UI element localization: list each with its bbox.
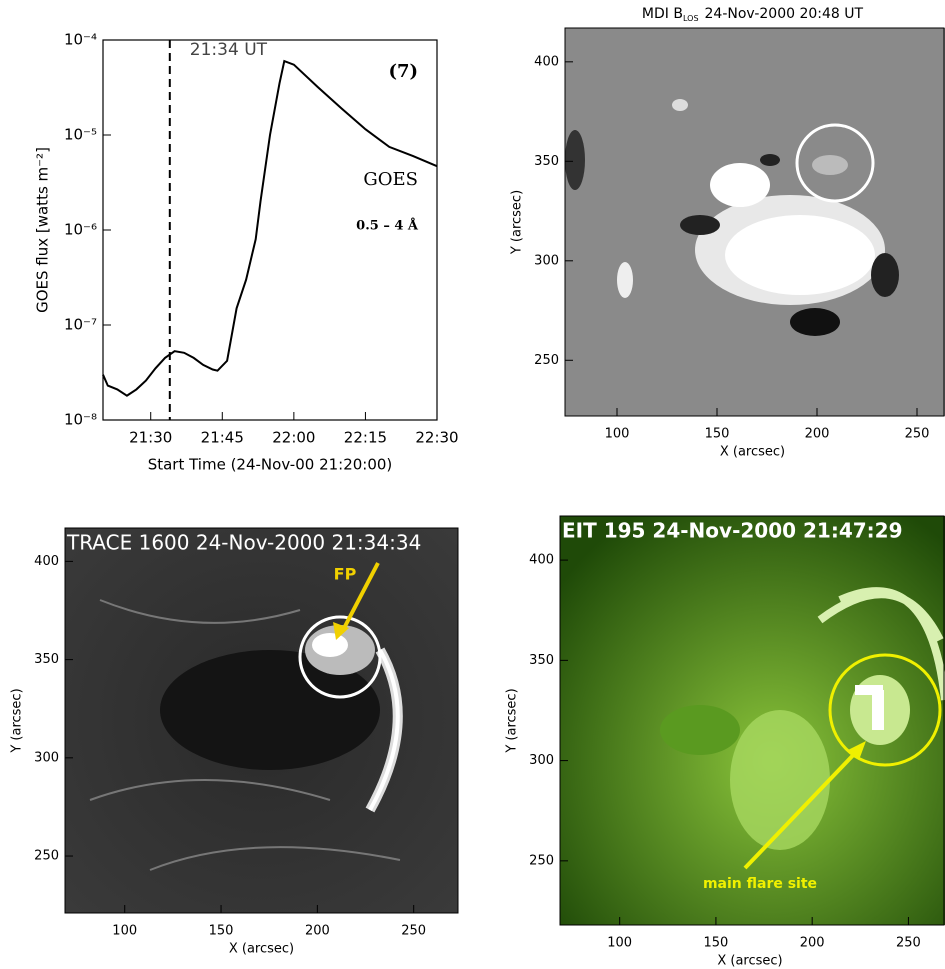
y-axis-label: Y (arcsec) — [10, 688, 25, 753]
y-tick-label: 250 — [529, 853, 554, 868]
x-tick-label: 22:00 — [272, 429, 315, 447]
x-tick-label: 21:45 — [201, 429, 244, 447]
page: {"chart_data": [ {"type": "line", "log_y… — [0, 0, 945, 969]
x-axis-label: X (arcsec) — [229, 942, 294, 957]
x-axis-label: X (arcsec) — [717, 954, 782, 969]
annotation: FP — [334, 565, 357, 584]
title-subscript: LOS — [683, 14, 699, 23]
y-axis-label: Y (arcsec) — [505, 688, 520, 753]
y-tick-label: 350 — [534, 154, 559, 169]
y-tick-label: 250 — [34, 849, 59, 864]
x-tick-label: 250 — [896, 936, 921, 951]
x-tick-label: 200 — [305, 924, 330, 939]
x-tick-label: 21:30 — [129, 429, 172, 447]
annotation: (7) — [388, 61, 418, 82]
y-tick-label: 10⁻⁴ — [64, 31, 97, 49]
x-tick-label: 150 — [704, 936, 729, 951]
x-tick-label: 22:30 — [415, 429, 458, 447]
y-axis-label: GOES flux [watts m⁻²] — [34, 147, 52, 313]
y-tick-label: 400 — [529, 553, 554, 568]
x-tick-label: 200 — [800, 936, 825, 951]
x-tick-label: 250 — [905, 427, 930, 442]
eit-image — [560, 516, 945, 925]
x-tick-label: 100 — [112, 924, 137, 939]
y-tick-label: 250 — [534, 353, 559, 368]
y-tick-label: 10⁻⁷ — [64, 316, 97, 334]
annotation: 0.5 – 4 Å — [356, 218, 419, 234]
y-tick-label: 10⁻⁸ — [64, 411, 97, 429]
x-tick-label: 150 — [209, 924, 234, 939]
x-tick-label: 22:15 — [344, 429, 387, 447]
x-tick-label: 100 — [605, 427, 630, 442]
trace-image — [65, 528, 458, 913]
image-title: MDI BLOS 24-Nov-2000 20:48 UT — [642, 6, 864, 23]
y-tick-label: 350 — [34, 652, 59, 667]
x-tick-label: 250 — [401, 924, 426, 939]
image-title: TRACE 1600 24-Nov-2000 21:34:34 — [66, 531, 421, 555]
x-tick-label: 200 — [805, 427, 830, 442]
figure: 21:30 21:45 22:00 22:15 22:30 10⁻⁸ 10⁻⁷ 10⁻⁶ 10⁻… — [0, 0, 945, 969]
y-tick-label: 400 — [534, 54, 559, 69]
mdi-image — [565, 28, 945, 416]
annotation: main flare site — [703, 876, 817, 892]
y-axis-label: Y (arcsec) — [510, 190, 525, 255]
y-tick-label: 300 — [534, 253, 559, 268]
x-tick-label: 100 — [607, 936, 632, 951]
y-tick-label: 10⁻⁵ — [64, 126, 97, 144]
title-main: MDI B — [642, 6, 683, 22]
y-tick-label: 300 — [34, 750, 59, 765]
annotation: GOES — [363, 169, 418, 190]
x-axis-label: X (arcsec) — [720, 445, 785, 460]
y-tick-label: 350 — [529, 653, 554, 668]
y-tick-label: 400 — [34, 554, 59, 569]
image-title: EIT 195 24-Nov-2000 21:47:29 — [562, 519, 903, 543]
event-label: 21:34 UT — [190, 40, 268, 60]
x-axis-label: Start Time (24-Nov-00 21:20:00) — [148, 456, 393, 474]
y-tick-label: 10⁻⁶ — [64, 221, 97, 239]
y-tick-label: 300 — [529, 753, 554, 768]
title-suffix: 24-Nov-2000 20:48 UT — [705, 6, 864, 22]
x-tick-label: 150 — [705, 427, 730, 442]
